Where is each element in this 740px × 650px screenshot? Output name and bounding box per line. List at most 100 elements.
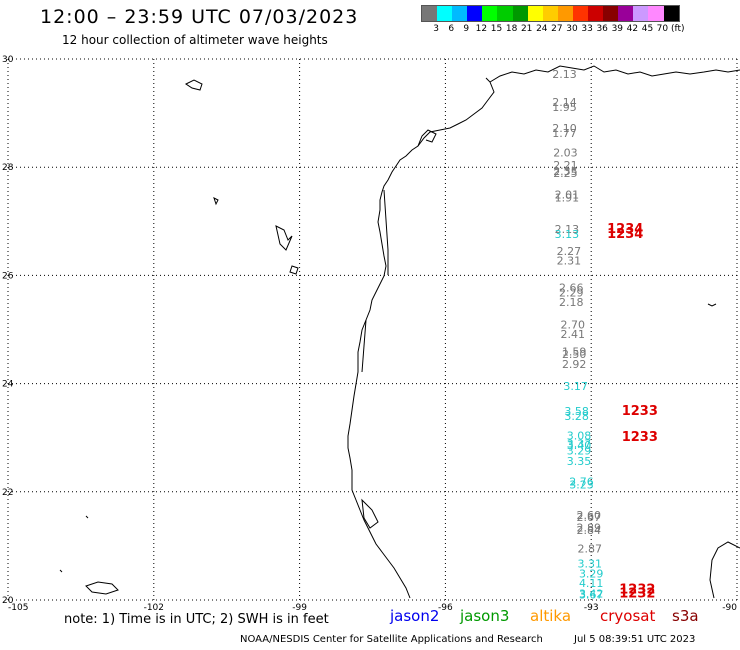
island-small-2: [59, 569, 63, 573]
coastal-lagoon: [361, 498, 379, 529]
wave-height-value: 1.77: [552, 127, 577, 140]
wave-height-value: 4.11: [579, 577, 604, 590]
wave-height-value: 2.01: [555, 189, 580, 202]
wave-height-value: 2.03: [553, 146, 578, 159]
legend-swatch: [497, 6, 513, 21]
satellite-label-altika: altika: [530, 607, 572, 625]
legend-swatch: [633, 6, 649, 21]
legend-swatch: [452, 6, 468, 21]
wave-height-value: 3.35: [567, 455, 592, 468]
legend-swatch: [572, 6, 589, 21]
satellite-label-cryosat: cryosat: [600, 607, 656, 625]
map-subtitle: 12 hour collection of altimeter wave hei…: [62, 33, 328, 47]
legend-swatch: [603, 6, 619, 21]
pass-time-value: 1232: [619, 586, 655, 601]
wave-height-value: 2.60: [577, 509, 602, 522]
lat-tick-label: 24: [2, 380, 14, 390]
map-title: 12:00 – 23:59 UTC 07/03/2023: [40, 6, 359, 28]
legend-swatch: [482, 6, 498, 21]
coastline: [347, 65, 740, 599]
pass-time-value: 1234: [607, 227, 643, 242]
legend-swatch: [588, 6, 604, 21]
wave-height-value: 3.29: [579, 567, 604, 580]
wave-height-value: 2.21: [553, 159, 578, 172]
legend-swatch: [527, 6, 543, 21]
wave-height-value: 3.08: [567, 429, 592, 442]
wave-height-value: 2.29: [559, 286, 584, 299]
satellite-label-jason2: jason2: [390, 607, 440, 625]
wave-height-value: 1.91: [555, 191, 580, 204]
legend-swatch: [618, 6, 634, 21]
laguna-madre: [361, 319, 367, 373]
lat-lon-grid: [7, 58, 738, 601]
padre-island: [383, 189, 389, 275]
legend-label: 9: [463, 24, 470, 34]
legend-swatch: [557, 6, 573, 21]
lon-tick-label: -102: [144, 603, 164, 613]
lat-tick-label: 26: [2, 271, 14, 281]
wave-height-value: 3.28: [564, 410, 589, 423]
wave-height-value: 2.31: [557, 255, 582, 268]
lat-tick-label: 30: [2, 55, 14, 65]
legend-label: 6: [448, 24, 455, 34]
lat-tick-label: 20: [2, 596, 14, 606]
lat-tick-label: 22: [2, 488, 13, 498]
pass-time-value: 1234: [607, 222, 643, 237]
island-small-1: [85, 515, 89, 519]
wave-height-value: 3.67: [579, 588, 604, 601]
wave-height-value: 2.50: [562, 348, 587, 361]
wave-height-value: 2.41: [560, 328, 585, 341]
wave-height-value: 2.13: [555, 223, 580, 236]
legend-label: 15: [490, 24, 503, 34]
legend-label: 36: [596, 24, 608, 34]
legend-label: 33: [581, 24, 593, 34]
legend-labels: 3 6 9 12 15 18 21 24 27 30 33 36 39 42 45 70 (ft): [421, 22, 684, 36]
legend-label: 3: [433, 24, 439, 34]
legend-label: 24: [536, 24, 548, 34]
wave-height-value: 2.27: [557, 245, 582, 258]
wave-height-value: 2.92: [562, 358, 587, 371]
footer-note: note: 1) Time is in UTC; 2) SWH is in fe…: [64, 612, 329, 627]
wave-height-value: 2.18: [559, 296, 584, 309]
lon-tick-label: -90: [722, 603, 737, 613]
legend-swatch: [663, 6, 679, 21]
wave-height-value: 3.29: [567, 444, 592, 457]
wave-height-value: 2.84: [577, 524, 602, 537]
wave-height-value: 1.95: [552, 101, 577, 114]
island-south: [85, 581, 119, 595]
footer-timestamp: Jul 5 08:39:51 UTC 2023: [574, 634, 696, 645]
legend-swatch: [422, 6, 438, 21]
satellite-label-jason3: jason3: [460, 607, 510, 625]
wave-height-value: 2.70: [560, 318, 585, 331]
color-scale-legend: 3 6 9 12 15 18 21 24 27 30 33 36 39 42 45 70 (ft): [421, 5, 685, 36]
wave-height-value: 3.17: [563, 380, 588, 393]
wave-height-value: 3.23: [569, 479, 594, 492]
wave-height-value: 2.67: [577, 511, 602, 524]
axis-labels: -105 -102 -99 -96 -93 -90 30 28 26 24 22 20: [2, 55, 737, 613]
wave-height-value: 2.10: [552, 122, 577, 135]
lon-tick-label: -96: [438, 603, 453, 613]
satellite-label-s3a: s3a: [672, 607, 699, 625]
legend-label: 12: [475, 24, 488, 34]
pass-time-value: 1232: [619, 583, 655, 598]
pass-time-value: 1233: [622, 404, 658, 419]
lon-tick-label: -99: [292, 603, 307, 613]
wave-height-value: 3.58: [564, 405, 589, 418]
legend-swatches: [421, 5, 680, 22]
wave-height-value: 2.89: [577, 521, 602, 534]
wave-height-value: 3.40: [567, 439, 592, 452]
wave-height-value: 3.42: [579, 587, 604, 600]
inland-feature-3: [213, 197, 219, 206]
legend-label: 42: [626, 24, 639, 34]
lon-tick-label: -93: [584, 603, 599, 613]
inland-lake-north: [185, 79, 203, 91]
wave-height-value: 2.13: [552, 68, 577, 81]
inland-feature-1: [275, 225, 293, 251]
wave-height-value: 1.59: [562, 345, 587, 358]
legend-swatch: [467, 6, 483, 21]
lat-tick-label: 28: [2, 163, 14, 173]
legend-label: 30: [566, 24, 578, 34]
wave-height-value: 3.37: [567, 437, 592, 450]
